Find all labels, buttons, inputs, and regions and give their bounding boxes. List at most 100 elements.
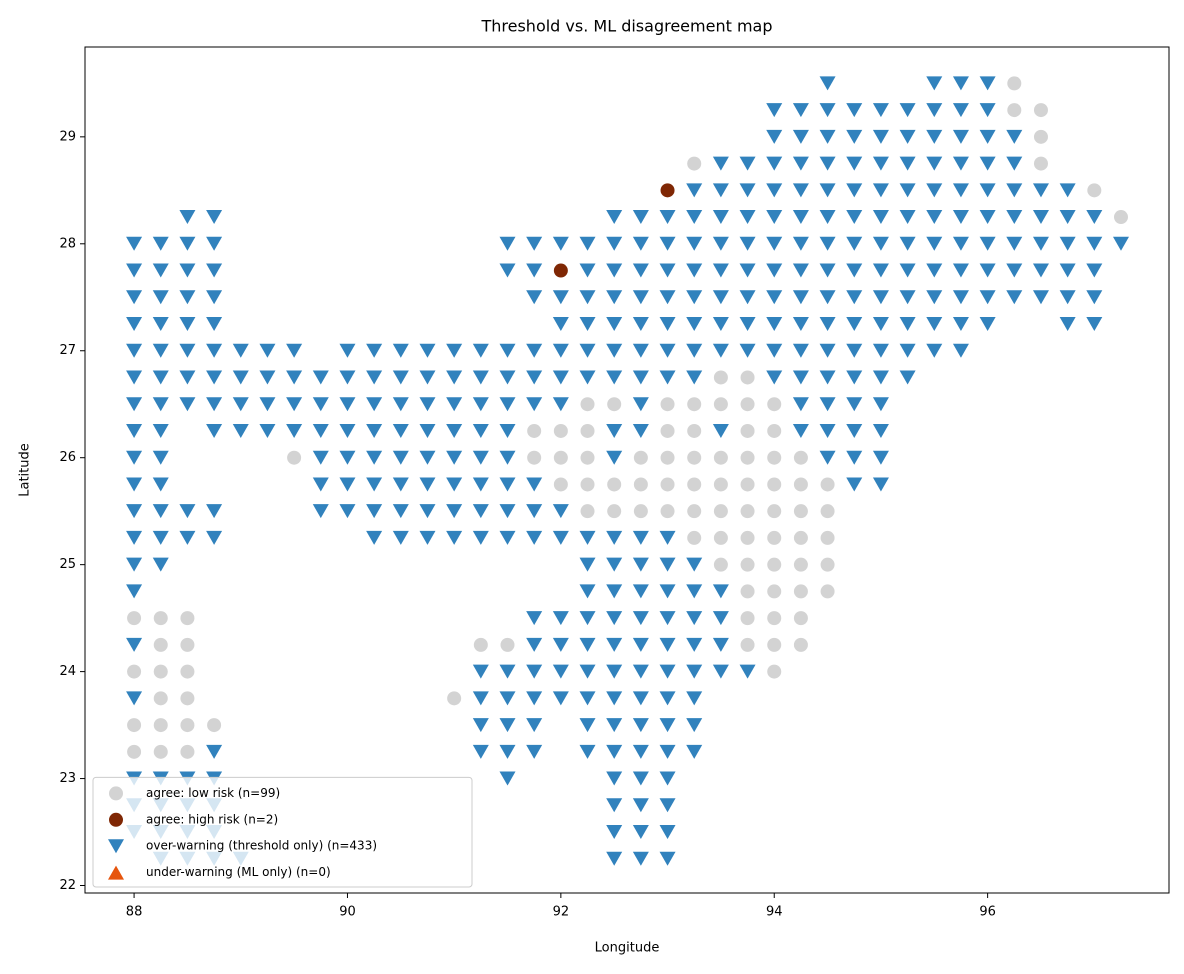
point — [793, 477, 808, 492]
point — [659, 317, 676, 332]
point — [606, 611, 623, 626]
point — [1086, 236, 1103, 251]
point — [579, 290, 596, 305]
point — [819, 236, 836, 251]
point — [632, 718, 649, 733]
point — [312, 397, 329, 412]
point — [126, 691, 143, 706]
point — [499, 718, 516, 733]
point — [606, 263, 623, 278]
point — [767, 637, 782, 652]
point — [632, 370, 649, 385]
point — [526, 477, 543, 492]
point — [740, 450, 755, 465]
point — [739, 664, 756, 679]
point — [179, 370, 196, 385]
point — [952, 156, 969, 171]
point — [472, 477, 489, 492]
point — [633, 477, 648, 492]
point — [819, 103, 836, 118]
legend-label: agree: low risk (n=99) — [146, 786, 280, 800]
point — [632, 664, 649, 679]
point — [899, 103, 916, 118]
point — [712, 584, 729, 599]
point — [926, 317, 943, 332]
point — [127, 744, 142, 759]
point — [979, 183, 996, 198]
point — [126, 236, 143, 251]
point — [979, 156, 996, 171]
legend-marker — [109, 812, 123, 827]
point — [713, 450, 728, 465]
point — [899, 290, 916, 305]
point — [820, 557, 835, 572]
point — [713, 504, 728, 519]
point — [126, 343, 143, 358]
point — [126, 290, 143, 305]
point — [446, 370, 463, 385]
point — [1006, 236, 1023, 251]
point — [419, 370, 436, 385]
y-tick-label: 29 — [59, 129, 76, 144]
legend-label: under-warning (ML only) (n=0) — [146, 865, 331, 879]
point — [126, 450, 143, 465]
point — [153, 611, 168, 626]
point — [739, 317, 756, 332]
y-tick-label: 27 — [59, 343, 76, 358]
point — [126, 477, 143, 492]
point — [606, 825, 623, 840]
point — [1032, 210, 1049, 225]
point — [579, 557, 596, 572]
point — [579, 263, 596, 278]
point — [739, 290, 756, 305]
point — [660, 397, 675, 412]
point — [632, 236, 649, 251]
point — [499, 450, 516, 465]
point — [152, 236, 169, 251]
point — [206, 290, 223, 305]
point — [659, 557, 676, 572]
point — [606, 851, 623, 866]
point — [339, 343, 356, 358]
point — [499, 664, 516, 679]
point — [180, 691, 195, 706]
point — [1087, 183, 1102, 198]
point — [819, 290, 836, 305]
point — [606, 423, 623, 438]
point — [1033, 129, 1048, 144]
point — [180, 718, 195, 733]
point — [607, 397, 622, 412]
point — [1006, 183, 1023, 198]
point — [1112, 236, 1129, 251]
point — [712, 236, 729, 251]
point — [846, 423, 863, 438]
point — [952, 183, 969, 198]
point — [419, 343, 436, 358]
point — [632, 557, 649, 572]
point — [206, 370, 223, 385]
point — [579, 611, 596, 626]
point — [579, 664, 596, 679]
x-tick-label: 90 — [339, 905, 356, 920]
point — [499, 691, 516, 706]
point — [739, 183, 756, 198]
point — [579, 637, 596, 652]
point — [846, 103, 863, 118]
point — [846, 450, 863, 465]
point — [259, 343, 276, 358]
point — [926, 183, 943, 198]
point — [499, 263, 516, 278]
point — [152, 557, 169, 572]
point — [606, 236, 623, 251]
point — [552, 664, 569, 679]
point — [1032, 263, 1049, 278]
point — [687, 156, 702, 171]
point — [1086, 263, 1103, 278]
point — [1007, 76, 1022, 91]
legend: agree: low risk (n=99) agree: high risk (… — [92, 776, 473, 888]
point — [846, 156, 863, 171]
point — [687, 477, 702, 492]
point — [952, 210, 969, 225]
point — [526, 718, 543, 733]
point — [153, 691, 168, 706]
